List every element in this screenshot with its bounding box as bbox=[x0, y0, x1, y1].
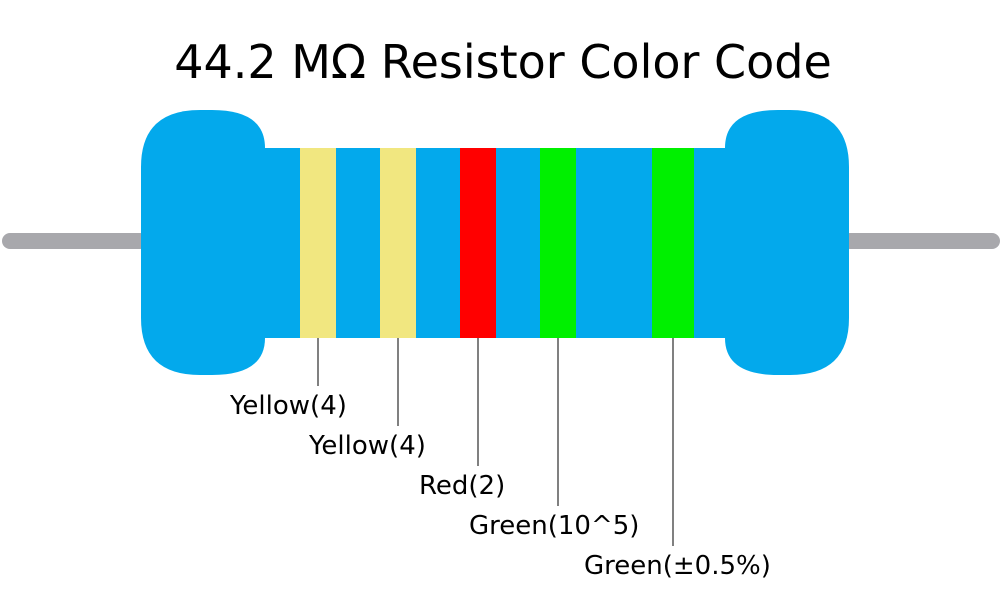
band-4 bbox=[540, 148, 576, 338]
band-3-label: Red(2) bbox=[419, 471, 505, 501]
band-5-label: Green(±0.5%) bbox=[584, 551, 771, 581]
band-4-label: Green(10^5) bbox=[469, 511, 639, 541]
right-lead bbox=[842, 233, 1000, 249]
band-3 bbox=[460, 148, 496, 338]
band-1 bbox=[300, 148, 336, 338]
left-lead bbox=[2, 233, 148, 249]
resistor-right-cap bbox=[725, 110, 849, 375]
band-1-label: Yellow(4) bbox=[229, 391, 347, 421]
resistor-left-cap bbox=[141, 110, 265, 375]
band-2 bbox=[380, 148, 416, 338]
diagram-title: 44.2 MΩ Resistor Color Code bbox=[174, 35, 832, 89]
band-5 bbox=[652, 148, 694, 338]
band-2-label: Yellow(4) bbox=[308, 431, 426, 461]
